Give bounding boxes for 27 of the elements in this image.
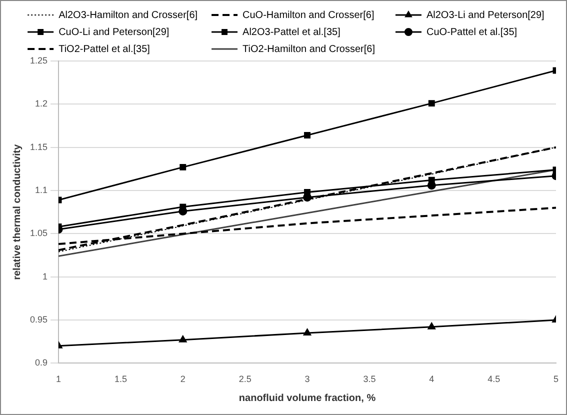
x-tick-label: 4.5 [488, 374, 500, 384]
legend-label: CuO-Hamilton and Crosser[6] [242, 10, 374, 21]
y-tick-label: 1.1 [35, 185, 48, 195]
x-tick-label: 2 [180, 374, 186, 384]
x-tick-label: 1.5 [114, 374, 127, 384]
y-tick-label: 1.25 [30, 55, 48, 66]
x-tick-label: 1 [56, 374, 62, 384]
legend-label: CuO-Pattel et al.[35] [426, 26, 518, 38]
y-tick-label: 1.15 [30, 142, 48, 152]
y-tick-label: 1.05 [30, 228, 48, 238]
x-tick-label: 2.5 [238, 374, 252, 384]
legend-label: Al2O3-Hamilton and Crosser[6] [58, 10, 198, 21]
x-tick-label: 4 [429, 374, 434, 384]
legend-label: Al2O3-Pattel et al.[35] [242, 26, 341, 38]
legend-label: CuO-Li and Peterson[29] [58, 26, 170, 38]
y-tick-label: 1.2 [35, 98, 48, 109]
x-axis-title: nanofluid volume fraction, % [238, 392, 376, 404]
y-tick-label: 0.95 [30, 314, 48, 325]
y-axis-title: relative thermal conductivity [12, 144, 23, 280]
x-tick-label: 3.5 [363, 374, 376, 384]
y-tick-label: 0.9 [35, 358, 48, 368]
legend-label: TiO2-Hamilton and Crosser[6] [242, 44, 376, 55]
y-tick-label: 1 [42, 271, 48, 282]
legend-label: TiO2-Pattel et al.[35] [58, 44, 150, 55]
x-tick-label: 3 [304, 374, 310, 384]
legend-label: Al2O3-Li and Peterson[29] [426, 10, 545, 21]
x-tick-label: 5 [553, 374, 559, 384]
